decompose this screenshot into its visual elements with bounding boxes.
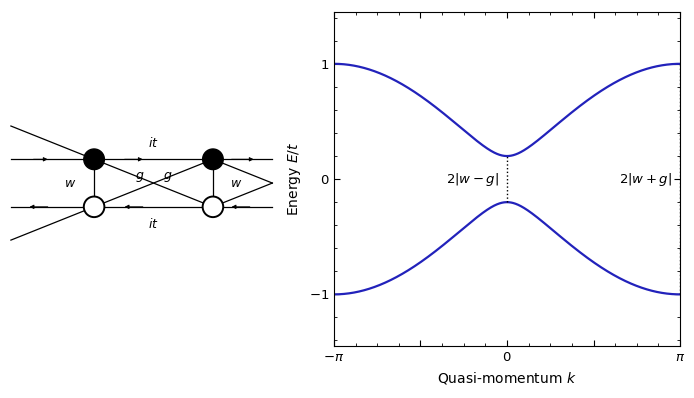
X-axis label: Quasi-momentum $k$: Quasi-momentum $k$: [437, 370, 577, 386]
Text: $w$: $w$: [230, 177, 243, 189]
Circle shape: [84, 197, 104, 217]
Text: $w$: $w$: [65, 177, 76, 189]
Circle shape: [203, 149, 223, 170]
Text: $2|w+g|$: $2|w+g|$: [618, 171, 672, 187]
Text: $it$: $it$: [148, 136, 159, 150]
Circle shape: [84, 149, 104, 170]
Text: $2|w-g|$: $2|w-g|$: [446, 171, 499, 187]
Text: $g$: $g$: [163, 170, 173, 184]
Text: $it$: $it$: [148, 217, 159, 231]
Y-axis label: Energy $E/t$: Energy $E/t$: [286, 142, 303, 217]
Circle shape: [203, 197, 223, 217]
Text: $g$: $g$: [135, 170, 144, 184]
